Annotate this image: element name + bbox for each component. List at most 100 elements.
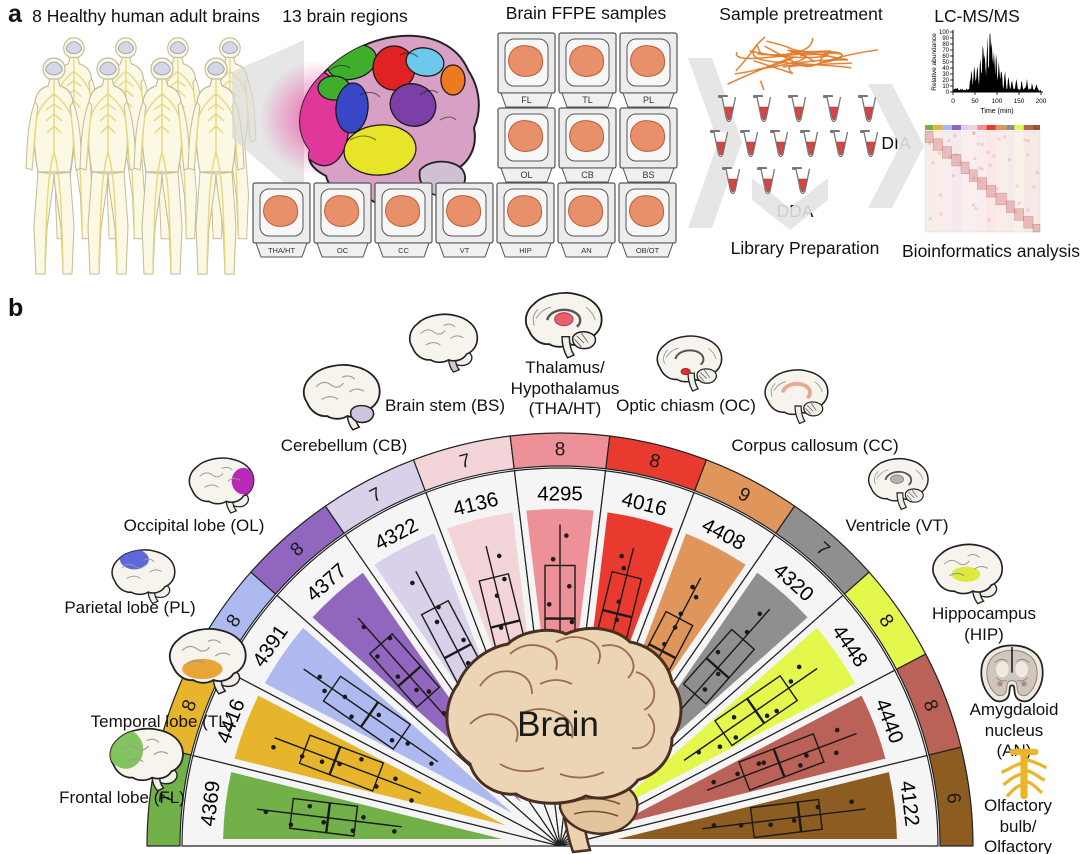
nervous-system-lines	[53, 103, 63, 111]
ffpe-cassette: THA/HT	[252, 182, 311, 258]
ffpe-cassette: PL	[619, 32, 678, 108]
human-figure	[187, 57, 245, 275]
region-label-6: Brain stem (BS)	[385, 396, 505, 415]
nervous-system-lines	[125, 89, 134, 97]
region-boxplot	[303, 668, 439, 766]
protein-fibers-illustration	[727, 36, 878, 91]
sample-tube	[830, 130, 849, 158]
region-boxplot	[706, 727, 857, 792]
tissue-sample	[508, 45, 544, 77]
heatmap-annotation-strip	[1014, 125, 1024, 130]
sample-tube	[800, 130, 819, 158]
nervous-system-lines	[161, 125, 170, 134]
frontal-brain-icon	[101, 723, 189, 793]
nervous-system-lines	[107, 151, 118, 269]
ffpe-cassette: OB/OT	[618, 182, 677, 258]
cassette-label: VT	[460, 246, 470, 255]
brain-in-head-icon	[117, 41, 134, 55]
region-label-10: Ventricle (VT)	[845, 516, 949, 535]
nervous-system-lines	[46, 125, 55, 134]
human-figure	[25, 57, 83, 275]
ffpe-cassette: HIP	[496, 182, 555, 258]
svg-text:200: 200	[1036, 98, 1047, 105]
sample-tube	[792, 167, 811, 195]
sample-tube	[823, 95, 842, 123]
fan-sector-13: 6 4122	[559, 746, 974, 847]
nervous-system-lines	[152, 151, 163, 269]
heatmap-annotation-strip	[933, 125, 943, 130]
hippocampus-brain-icon	[924, 539, 1008, 606]
region-label-3: Parietal lobe (PL)	[64, 598, 196, 617]
nervous-system-lines	[107, 93, 130, 161]
brain-in-head-icon	[99, 61, 117, 76]
nervous-system-lines	[215, 151, 226, 269]
svg-text:0: 0	[946, 90, 950, 96]
region-boxplot	[544, 524, 576, 701]
nervous-system-lines	[107, 103, 117, 111]
pretreatment-title: Sample pretreatment	[719, 4, 883, 24]
brainstem-brain-icon	[401, 309, 483, 375]
brain-in-head-icon	[45, 61, 63, 76]
region-label-9: Corpus callosum (CC)	[731, 436, 899, 455]
nervous-system-lines	[73, 80, 82, 87]
heatmap-annotation-strip	[977, 125, 987, 130]
humans-title: 8 Healthy human adult brains	[32, 6, 260, 26]
region-boxplot	[702, 798, 866, 839]
central-brain-illustration: Brain	[445, 627, 683, 854]
nervous-system-lines	[215, 103, 225, 111]
region-boxplot	[357, 617, 461, 734]
sample-tube	[757, 167, 776, 195]
heatmap-annotation-strip	[969, 125, 978, 130]
svg-text:150: 150	[1014, 98, 1025, 105]
cassette-label: THA/HT	[268, 246, 296, 255]
nervous-system-lines	[99, 103, 109, 111]
heatmap-annotation-strip	[1033, 125, 1040, 130]
ffpe-cassette: BS	[619, 107, 678, 183]
nervous-system-lines	[99, 113, 109, 122]
heatmap-annotation-strip	[986, 125, 996, 130]
sample-tube	[860, 130, 879, 158]
region-wedge	[617, 772, 897, 839]
arrow-dda	[752, 178, 828, 230]
nervous-system-lines	[100, 125, 109, 134]
sample-count-value: 7	[458, 450, 473, 473]
brain-in-head-icon	[153, 61, 171, 76]
nervous-system-lines	[125, 80, 134, 87]
svg-text:70: 70	[942, 48, 949, 54]
sample-tube	[788, 95, 807, 123]
cassette-label: CB	[581, 170, 594, 180]
heatmap-annotation-strip	[1023, 125, 1034, 130]
ffpe-cassette: OC	[313, 182, 372, 258]
lcms-title: LC-MS/MS	[934, 6, 1020, 26]
heatmap	[924, 125, 1041, 233]
cerebellum-brain-icon	[294, 359, 386, 433]
protein-count-value: 4122	[895, 780, 923, 828]
nervous-system-lines	[73, 89, 82, 97]
tissue-sample	[446, 195, 482, 227]
library-preparation-label: Library Preparation	[730, 238, 880, 258]
svg-text:100: 100	[939, 30, 950, 36]
tissue-sample	[629, 195, 665, 227]
nervous-system-lines	[170, 80, 179, 87]
chromatogram-ylabel: Relative abundance	[931, 33, 938, 91]
nervous-system-lines	[154, 125, 163, 134]
ffpe-cassette: AN	[557, 182, 616, 258]
fan-sector-1: 7 4369	[146, 746, 561, 847]
amygdala-brain-icon	[972, 639, 1052, 711]
heatmap-annotation-strip	[961, 125, 970, 130]
sample-tube	[740, 130, 759, 158]
nervous-system-lines	[153, 103, 163, 111]
sample-tube	[753, 95, 772, 123]
ffpe-cassette: FL	[497, 32, 556, 108]
human-figure	[133, 57, 191, 275]
tissue-sample	[263, 195, 299, 227]
sample-count-value: 6	[942, 792, 964, 805]
tissue-sample	[508, 120, 544, 152]
cassette-label: OB/OT	[636, 246, 660, 255]
nervous-system-lines	[107, 113, 117, 122]
svg-text:50: 50	[942, 60, 949, 66]
tissue-sample	[324, 195, 360, 227]
region-label-1: Frontal lobe (FL)	[59, 788, 185, 807]
